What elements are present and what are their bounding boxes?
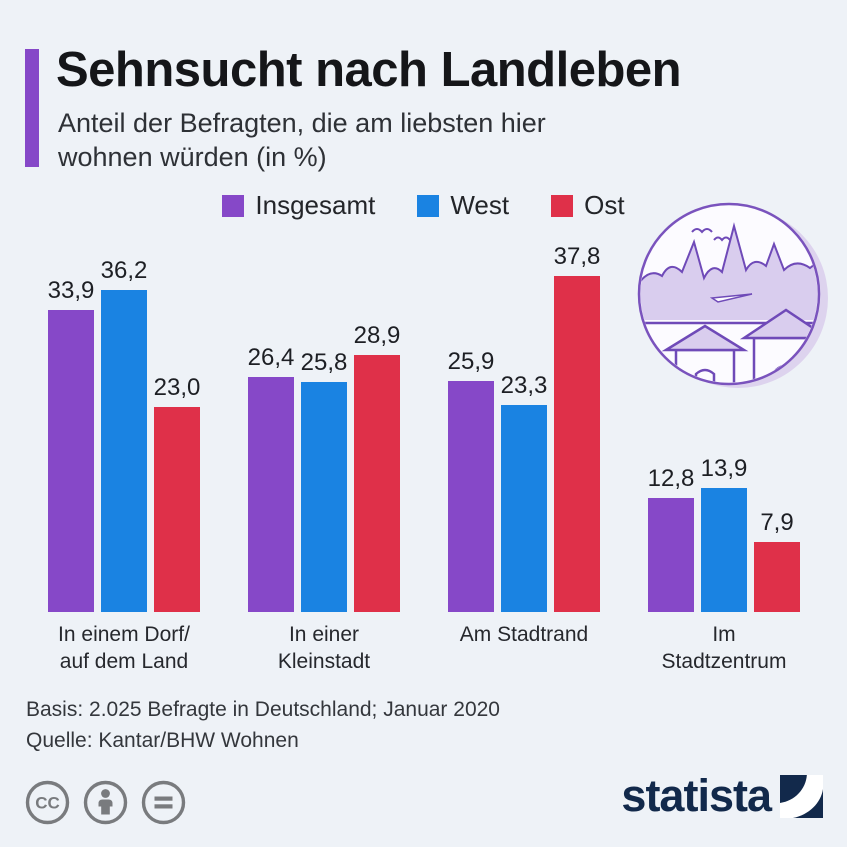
bar-insgesamt xyxy=(248,377,294,612)
category-label: Im Stadtzentrum xyxy=(661,623,787,673)
nd-icon[interactable] xyxy=(140,779,187,826)
source-note: Quelle: Kantar/BHW Wohnen xyxy=(26,729,299,752)
bar-value-label: 25,9 xyxy=(447,348,495,375)
statista-wordmark: statista xyxy=(621,770,772,821)
legend-swatch xyxy=(417,194,440,217)
legend-item-ost: Ost xyxy=(551,190,625,221)
page-subtitle: Anteil der Befragten, die am liebsten hi… xyxy=(58,108,546,172)
by-icon[interactable] xyxy=(82,779,129,826)
legend-swatch xyxy=(222,194,245,217)
bar-ost xyxy=(554,276,600,612)
bar-value-label: 28,9 xyxy=(353,322,401,349)
bar-value-label: 26,4 xyxy=(247,344,295,371)
bar-column-insgesamt: 25,9 xyxy=(448,348,494,612)
bar-row: 33,9 36,2 23,0 xyxy=(48,226,200,612)
bar-insgesamt xyxy=(648,498,694,612)
legend-swatch xyxy=(551,194,574,217)
category-label: In einer Kleinstadt xyxy=(277,623,371,673)
title-accent-bar xyxy=(25,49,39,167)
legend-item-insgesamt: Insgesamt xyxy=(222,190,375,221)
bar-value-label: 23,0 xyxy=(153,374,201,401)
bar-row: 26,4 25,8 28,9 xyxy=(248,226,400,612)
bar-value-label: 23,3 xyxy=(500,372,548,399)
bar-west xyxy=(101,290,147,612)
bar-group: 25,9 23,3 37,8 Am Stadtrand xyxy=(448,226,601,675)
bar-column-west: 25,8 xyxy=(301,349,347,612)
bar-row: 12,8 13,9 7,9 xyxy=(648,226,800,612)
page-title: Sehnsucht nach Landleben xyxy=(56,43,682,97)
bar-west xyxy=(701,488,747,612)
bar-group: 26,4 25,8 28,9 In einer Kleinstadt xyxy=(248,226,401,675)
category-label: In einem Dorf/ auf dem Land xyxy=(58,623,190,673)
chart-footnotes: Basis: 2.025 Befragte in Deutschland; Ja… xyxy=(26,694,500,756)
statista-logo[interactable]: statista xyxy=(621,770,823,822)
bar-ost xyxy=(154,407,200,612)
bar-ost xyxy=(754,542,800,612)
village-landscape-illustration xyxy=(634,198,832,401)
statista-logo-mark xyxy=(780,774,823,818)
bar-west xyxy=(301,382,347,612)
bar-column-insgesamt: 12,8 xyxy=(648,465,694,612)
category-label: Am Stadtrand xyxy=(459,623,589,646)
bar-column-ost: 28,9 xyxy=(354,322,400,612)
bar-west xyxy=(501,405,547,612)
bar-column-insgesamt: 26,4 xyxy=(248,344,294,612)
bar-column-ost: 23,0 xyxy=(154,374,200,612)
bar-value-label: 25,8 xyxy=(300,349,348,376)
bar-column-west: 13,9 xyxy=(701,455,747,612)
bar-column-insgesamt: 33,9 xyxy=(48,277,94,612)
bar-chart: 33,9 36,2 23,0 In einem Dorf/ auf dem Land 2… xyxy=(48,226,800,675)
bar-value-label: 36,2 xyxy=(100,257,148,284)
legend-label: Insgesamt xyxy=(255,190,376,220)
license-icons: CC xyxy=(24,779,187,826)
bar-value-label: 12,8 xyxy=(647,465,695,492)
bar-group: 12,8 13,9 7,9 Im Stadtzentrum xyxy=(648,226,800,675)
bar-ost xyxy=(354,355,400,612)
birds-icon xyxy=(691,228,731,242)
cc-icon[interactable]: CC xyxy=(24,779,71,826)
bar-value-label: 37,8 xyxy=(553,243,601,270)
svg-text:CC: CC xyxy=(35,794,60,813)
bar-column-ost: 7,9 xyxy=(754,509,800,612)
bar-row: 25,9 23,3 37,8 xyxy=(448,226,600,612)
bar-column-west: 36,2 xyxy=(101,257,147,612)
bar-insgesamt xyxy=(48,310,94,612)
bar-value-label: 33,9 xyxy=(47,277,95,304)
legend-label: Ost xyxy=(584,190,625,220)
bar-group: 33,9 36,2 23,0 In einem Dorf/ auf dem Land xyxy=(48,226,201,675)
bar-insgesamt xyxy=(448,381,494,612)
legend-item-west: West xyxy=(417,190,509,221)
bar-column-ost: 37,8 xyxy=(554,243,600,612)
basis-note: Basis: 2.025 Befragte in Deutschland; Ja… xyxy=(26,698,500,721)
bar-value-label: 13,9 xyxy=(700,455,748,482)
bar-column-west: 23,3 xyxy=(501,372,547,612)
bar-value-label: 7,9 xyxy=(760,509,794,536)
legend-label: West xyxy=(450,190,510,220)
chart-legend: Insgesamt West Ost xyxy=(0,190,847,221)
